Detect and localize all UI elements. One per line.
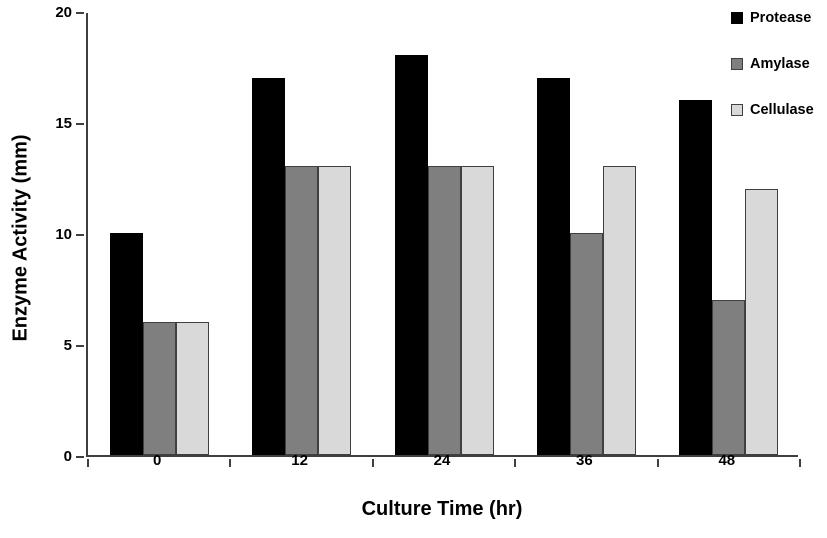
bar-protease-48: [679, 99, 713, 455]
x-tick-mark: [371, 459, 374, 467]
bar-cellulase-12: [318, 166, 352, 455]
x-tick-mark: [229, 459, 232, 467]
bar-amylase-36: [569, 233, 603, 455]
x-category-label: 48: [718, 452, 736, 469]
y-tick-mark: [76, 234, 84, 236]
y-axis-label-text: Enzyme Activity (mm): [9, 134, 32, 342]
x-tick-mark: [799, 459, 801, 467]
legend-swatch-icon: [731, 58, 743, 70]
x-tick-mark: [514, 459, 517, 467]
bar-protease-0: [109, 233, 143, 455]
y-tick-label: 5: [63, 337, 72, 354]
y-tick-mark: [76, 123, 84, 125]
legend-item-protease: Protease: [731, 10, 814, 26]
x-category-label: 12: [291, 452, 308, 469]
bar-protease-12: [252, 77, 286, 455]
legend: Protease Amylase Cellulase: [731, 10, 814, 148]
x-category-label: 36: [576, 452, 593, 469]
plot-area: 0 5 10 15 20: [55, 4, 801, 467]
bar-protease-24: [394, 55, 428, 455]
legend-swatch-icon: [731, 104, 743, 116]
y-tick-mark: [76, 12, 84, 14]
bar-amylase-12: [285, 166, 319, 455]
bar-cellulase-48: [745, 188, 779, 455]
y-tick-label: 10: [55, 226, 72, 243]
x-category-label: 0: [153, 452, 162, 469]
y-tick-mark: [76, 345, 84, 347]
y-tick-label: 15: [55, 115, 72, 132]
bar-cellulase-36: [602, 166, 636, 455]
bar-amylase-24: [427, 166, 461, 455]
bar-cellulase-24: [460, 166, 494, 455]
bar-amylase-0: [142, 321, 176, 455]
legend-item-amylase: Amylase: [731, 56, 814, 72]
y-tick-label: 0: [63, 448, 72, 465]
x-category-label: 24: [433, 452, 451, 469]
bar-cellulase-0: [175, 321, 209, 455]
y-tick-label: 20: [55, 4, 72, 21]
legend-label: Cellulase: [750, 102, 814, 118]
y-tick-mark: [76, 456, 84, 458]
bar-protease-36: [536, 77, 570, 455]
x-tick-mark: [87, 459, 89, 467]
x-axis-label: Culture Time (hr): [361, 498, 523, 520]
legend-item-cellulase: Cellulase: [731, 102, 814, 118]
bar-amylase-48: [712, 299, 746, 455]
x-tick-mark: [656, 459, 659, 467]
legend-swatch-icon: [731, 12, 743, 24]
legend-label: Amylase: [750, 56, 810, 72]
legend-label: Protease: [750, 10, 812, 26]
